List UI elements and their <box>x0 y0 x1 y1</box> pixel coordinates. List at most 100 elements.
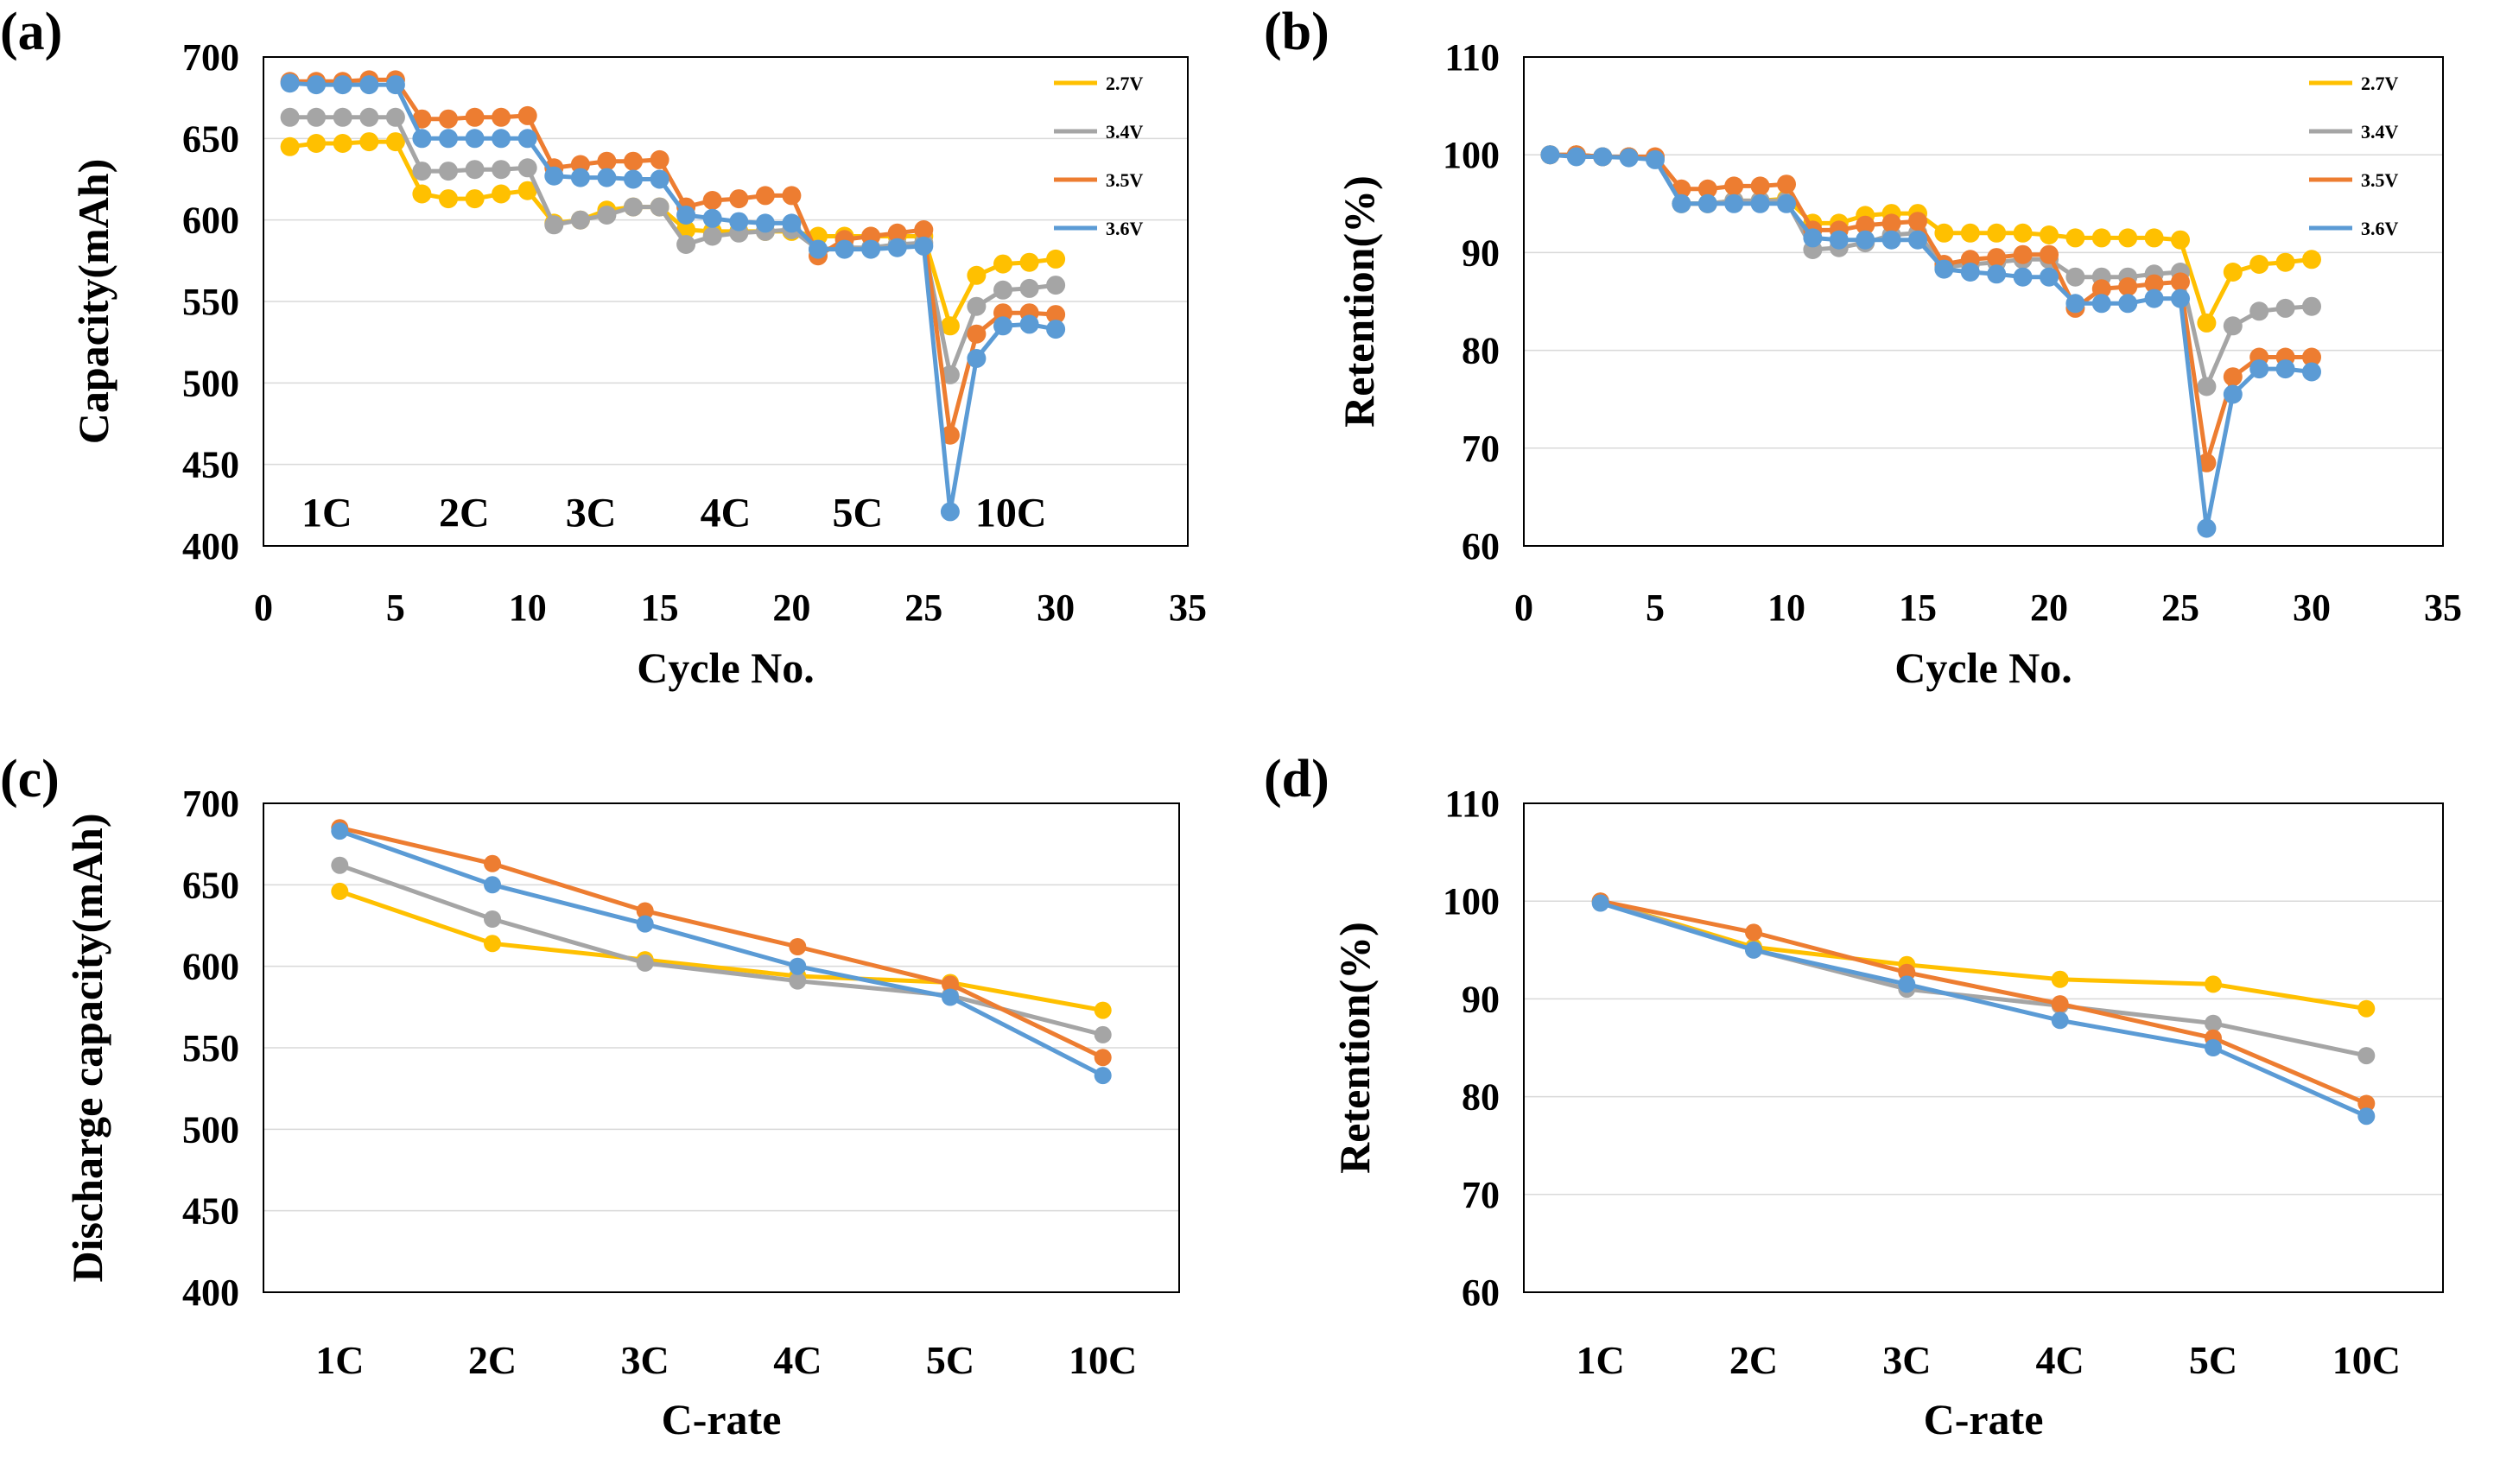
data-point <box>2357 999 2376 1018</box>
y-tick-label: 600 <box>182 200 239 242</box>
data-point <box>2091 279 2111 299</box>
data-point <box>2013 244 2033 264</box>
series-3.6V <box>1591 894 2376 1126</box>
data-point <box>1750 176 1770 196</box>
data-point <box>809 239 828 259</box>
data-point <box>2223 263 2243 282</box>
legend-item: 2.7V <box>1054 73 1144 94</box>
legend-item: 3.5V <box>1054 169 1144 191</box>
series-3.6V <box>1540 145 2321 538</box>
y-tick-label: 70 <box>1462 1174 1500 1216</box>
data-point <box>2249 301 2269 321</box>
data-point <box>2118 294 2138 314</box>
data-point <box>650 197 669 217</box>
plot-frame <box>263 802 1180 1293</box>
data-point <box>2223 316 2243 336</box>
legend-item: 3.6V <box>1054 218 1144 239</box>
x-tick-label: 30 <box>2293 587 2331 629</box>
series-3.6V <box>280 73 1066 522</box>
x-tick-label: 5 <box>386 587 405 629</box>
data-point <box>624 169 643 189</box>
data-point <box>2065 228 2085 248</box>
data-point <box>2249 359 2269 379</box>
data-point <box>439 109 458 129</box>
data-point <box>333 107 352 127</box>
data-point <box>484 876 501 894</box>
data-point <box>2171 289 2190 308</box>
data-point <box>967 265 987 285</box>
data-point <box>1777 193 1796 213</box>
data-point <box>307 107 327 127</box>
y-tick-label: 400 <box>182 525 239 568</box>
data-point <box>359 75 379 95</box>
data-point <box>1856 230 1875 250</box>
x-tick-label: 20 <box>772 587 810 629</box>
data-point <box>650 149 669 169</box>
x-tick-label: 3C <box>621 1338 669 1382</box>
y-tick-label: 500 <box>182 1108 239 1151</box>
data-point <box>439 189 458 209</box>
data-point <box>492 184 511 204</box>
x-tick-label: 0 <box>1514 587 1533 629</box>
series-line <box>1599 901 2368 1119</box>
data-point <box>702 191 722 210</box>
data-point <box>1094 1049 1112 1067</box>
data-point <box>2051 1012 2069 1030</box>
data-point <box>1094 1025 1112 1043</box>
data-point <box>2065 267 2085 287</box>
data-point <box>967 296 987 316</box>
data-point <box>993 303 1012 323</box>
x-tick-label: 5C <box>926 1338 974 1382</box>
data-point <box>1750 193 1770 213</box>
y-tick-label: 450 <box>182 444 239 486</box>
data-point <box>2223 367 2243 387</box>
data-point <box>517 105 537 125</box>
x-tick-label: 10 <box>1767 587 1805 629</box>
data-point <box>2144 289 2164 308</box>
data-point <box>1697 193 1717 213</box>
data-point <box>789 972 807 990</box>
data-point <box>2275 298 2295 318</box>
data-point <box>2197 313 2217 333</box>
data-point <box>942 975 959 993</box>
x-axis-title: C-rate <box>662 1395 782 1443</box>
data-point <box>2302 347 2321 367</box>
y-tick-label: 110 <box>1444 783 1500 825</box>
legend-item: 3.4V <box>2309 121 2399 143</box>
data-point <box>2040 267 2059 287</box>
plot-frame <box>1523 56 2444 547</box>
x-tick-label: 4C <box>773 1338 822 1382</box>
data-point <box>1829 230 1849 250</box>
y-tick-label: 700 <box>182 783 239 825</box>
data-point <box>517 181 537 200</box>
data-point <box>1881 230 1901 250</box>
data-point <box>2197 377 2217 396</box>
data-point <box>636 902 654 920</box>
y-tick-label: 80 <box>1462 1076 1500 1119</box>
data-point <box>1908 230 1927 250</box>
x-tick-label: 2C <box>468 1338 517 1382</box>
series-line <box>339 863 1104 1037</box>
legend-item: 3.4V <box>1054 121 1144 143</box>
x-tick-label: 4C <box>2036 1338 2084 1382</box>
data-point <box>755 186 775 206</box>
data-point <box>2051 970 2069 988</box>
data-point <box>2357 1107 2376 1126</box>
y-tick-label: 90 <box>1462 231 1500 274</box>
y-tick-label: 70 <box>1462 428 1500 470</box>
data-point <box>465 129 485 149</box>
panel-d: 60 70 80 90 100 110 1C 2C 3C 4C 5C 10C C-rate Retenti… <box>1264 750 2444 1443</box>
x-tick-label: 3C <box>1882 1338 1931 1382</box>
panel-label: (d) <box>1264 750 1329 809</box>
data-point <box>465 189 485 209</box>
data-point <box>2205 1039 2222 1056</box>
data-point <box>2357 1047 2376 1065</box>
data-point <box>412 129 432 149</box>
data-point <box>2091 228 2111 248</box>
series-3.4V <box>1591 892 2376 1065</box>
y-tick-label: 550 <box>182 281 239 323</box>
data-point <box>1856 215 1875 235</box>
series-line <box>1599 898 2367 1012</box>
data-point <box>1745 941 1762 959</box>
